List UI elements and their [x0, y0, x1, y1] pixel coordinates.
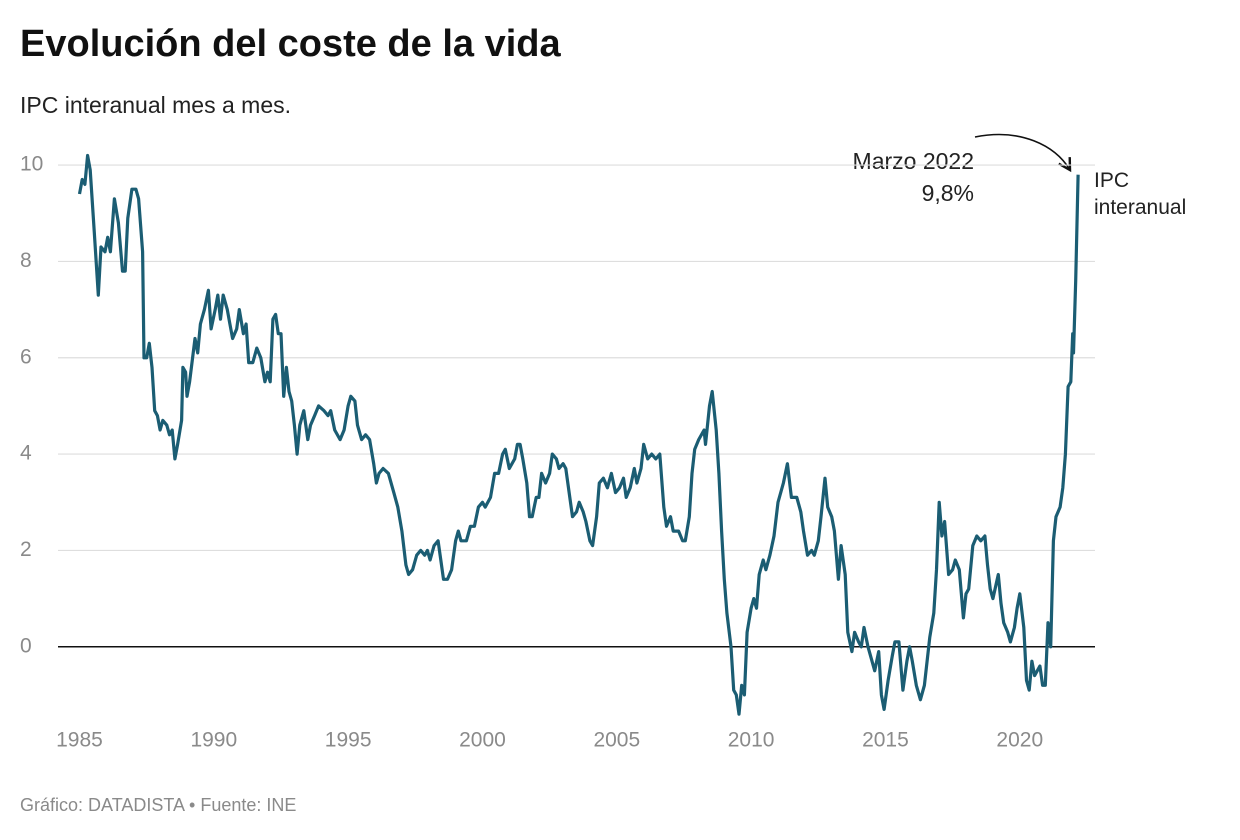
x-tick-label: 2005 — [593, 729, 640, 752]
y-tick-label: 8 — [20, 249, 32, 272]
y-tick-label: 2 — [20, 538, 32, 561]
y-tick-label: 4 — [20, 442, 32, 465]
series-label: IPC interanual — [1094, 169, 1187, 219]
line-series — [77, 153, 1080, 716]
chart-subtitle: IPC interanual mes a mes. — [20, 92, 291, 118]
x-tick-label: 2010 — [728, 729, 775, 752]
chart-title: Evolución del coste de la vida — [20, 23, 561, 65]
x-tick-label: 2020 — [996, 729, 1043, 752]
annotation-arrow — [974, 133, 1072, 173]
x-tick-label: 1985 — [56, 729, 103, 752]
footer: Gráfico: DATADISTA • Fuente: INE — [20, 795, 296, 815]
annotation-title: Marzo 2022 — [853, 148, 974, 174]
x-tick-label: 2015 — [862, 729, 909, 752]
annotation-label: 9,8% — [922, 180, 974, 206]
y-tick-label: 10 — [20, 153, 43, 176]
x-tick-label: 1995 — [325, 729, 372, 752]
y-tick-label: 0 — [20, 634, 32, 657]
x-tick-label: 2000 — [459, 729, 506, 752]
y-tick-label: 6 — [20, 345, 32, 368]
x-tick-label: 1990 — [190, 729, 237, 752]
